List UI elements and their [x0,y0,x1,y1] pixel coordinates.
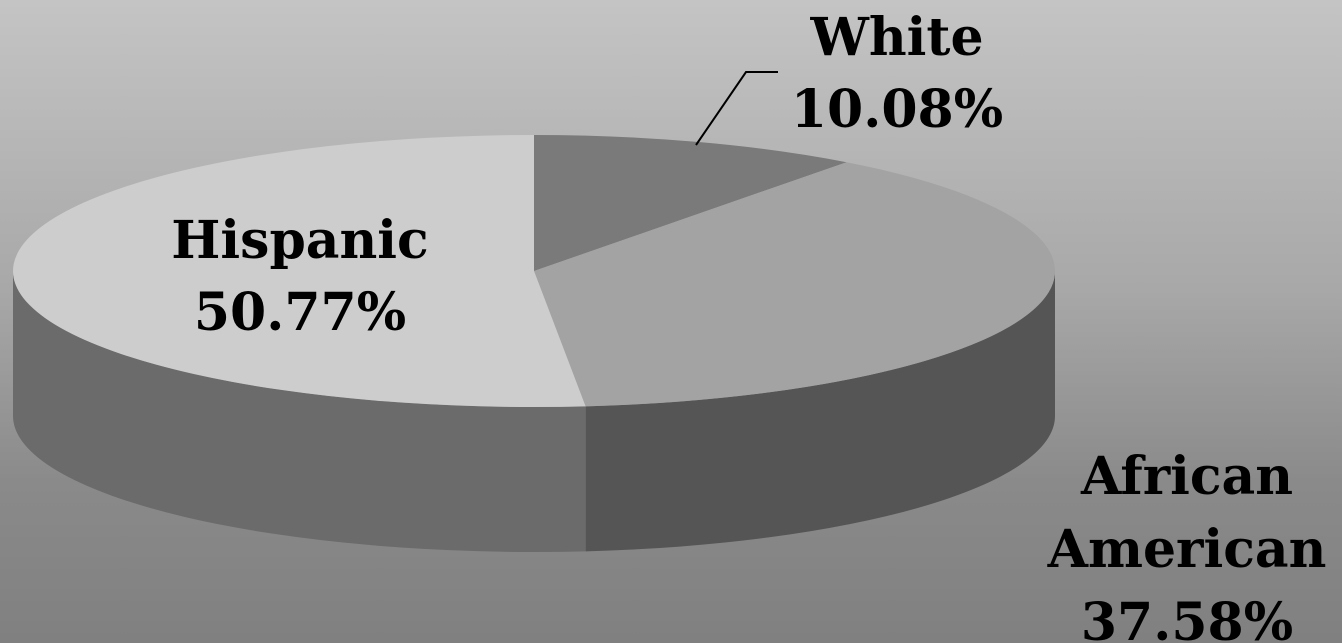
slice-category-label: African [1080,446,1293,507]
slice-label-white: White 10.08% [791,7,1003,140]
pie-slice-hispanic [13,135,586,407]
slice-value-label: 37.58% [1081,592,1293,643]
slice-category-label: American [1047,519,1327,580]
slice-label-african-american: African American 37.58% [1047,446,1327,643]
leader-line-white [695,71,778,146]
pie-slice-white [534,135,847,271]
slice-labels: White 10.08% African American 37.58% Hispanic… [171,7,1326,643]
pie-sides [13,271,1055,552]
pie-side-african-american [585,271,1055,552]
slice-value-label: 50.77% [194,282,406,343]
slice-label-hispanic: Hispanic 50.77% [171,210,428,343]
pie-slice-african-american [534,162,1055,407]
slice-value-label: 10.08% [791,79,1003,140]
slice-category-label: Hispanic [171,210,428,271]
pie-tops [13,135,1055,407]
slice-category-label: White [809,7,983,68]
pie-side-hispanic [13,271,586,552]
